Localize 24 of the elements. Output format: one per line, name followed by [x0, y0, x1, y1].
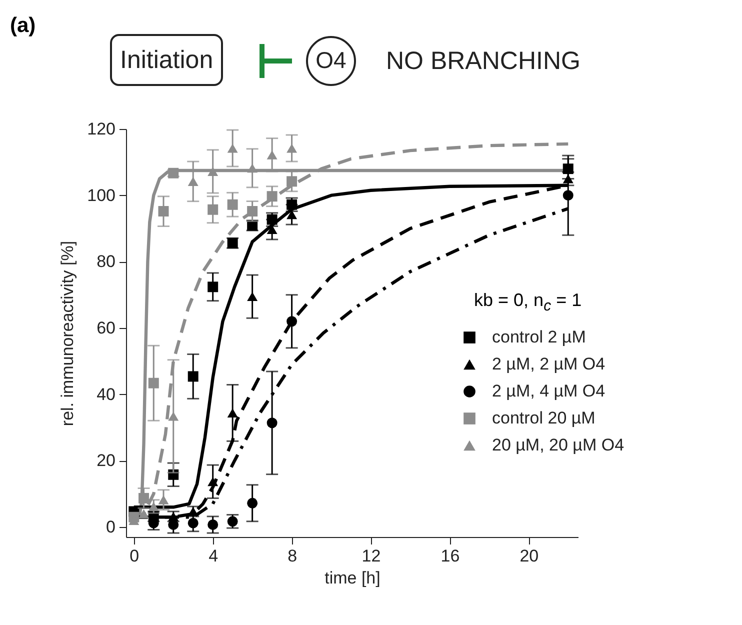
text: NO BRANCHING [386, 46, 580, 77]
y-tick-label: 0 [106, 518, 116, 537]
x-axis-title: time [h] [324, 568, 380, 588]
y-tick-label: 20 [96, 451, 116, 470]
x-tick-label: 4 [208, 546, 218, 566]
y-tick-label: 120 [87, 120, 116, 138]
text: (a) [10, 14, 36, 38]
y-tick-label: 60 [96, 318, 116, 338]
x-tick-label: 8 [288, 546, 298, 566]
legend-title: kb = 0, n$_{c}$ = 1 [474, 290, 582, 315]
y-tick-label: 100 [87, 186, 116, 205]
x-tick-label: 12 [362, 546, 381, 566]
legend-label: 2 µM, 2 µM O4 [492, 354, 606, 374]
x-tick-label: 0 [130, 546, 140, 566]
legend-label: 20 µM, 20 µM O4 [492, 436, 624, 454]
y-axis-title: rel. immunoreactivity [%] [58, 240, 78, 426]
x-tick-label: 20 [520, 546, 539, 566]
legend-label: 2 µM, 4 µM O4 [492, 382, 606, 400]
rounded-box: Initiation [110, 34, 224, 86]
legend-label: control 2 µM [492, 328, 586, 346]
y-tick-label: 80 [96, 252, 116, 272]
x-tick-label: 16 [440, 546, 460, 566]
legend-label: control 20 µM [492, 408, 596, 428]
y-tick-label: 40 [96, 384, 116, 404]
